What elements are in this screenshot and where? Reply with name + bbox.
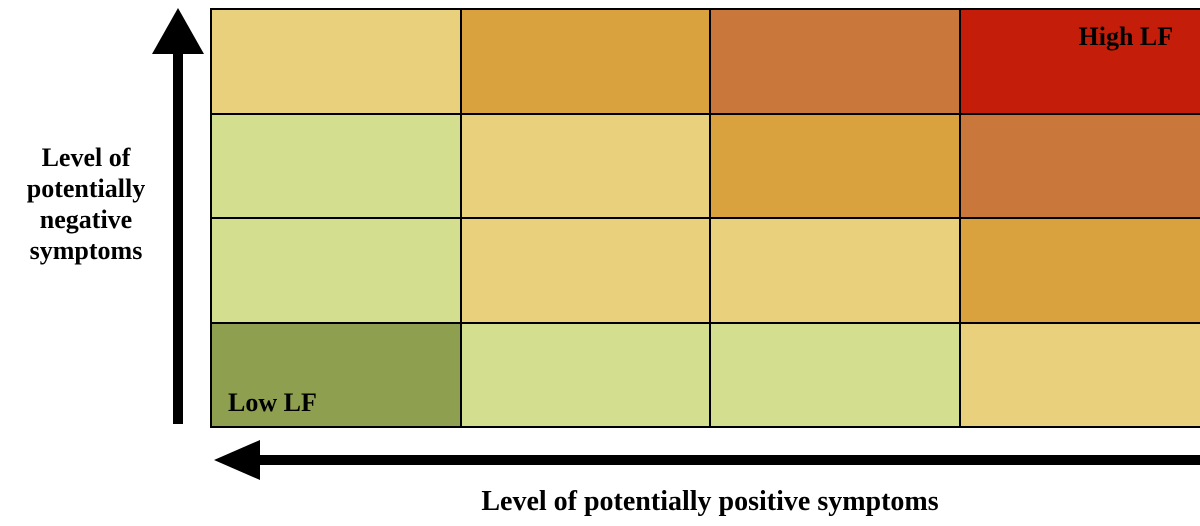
y-axis-label-line-1: Level of [41,143,131,172]
matrix-cell-r3-c2 [461,219,711,324]
low-lf-label: Low LF [228,388,317,417]
x-axis-label: Level of potentially positive symptoms [481,486,939,517]
matrix-cell-r2-c1 [212,114,462,219]
high-lf-label: High LF [1078,22,1174,51]
y-axis-label: Level of potentially negative symptoms [0,142,172,266]
y-axis-label-line-2: potentially [26,174,146,203]
matrix-cell-r1-c4: High LF [960,10,1200,115]
matrix-cell-r2-c4 [960,114,1200,219]
matrix-cell-r4-c1: Low LF [212,323,462,428]
matrix-cell-r4-c4 [960,323,1200,428]
matrix-cell-r3-c1 [212,219,462,324]
matrix-cell-r1-c3 [711,10,961,115]
matrix-cell-r2-c2 [461,114,711,219]
y-axis-label-line-3: negative [39,205,133,234]
matrix-cell-r2-c3 [711,114,961,219]
matrix-cell-r3-c4 [960,219,1200,324]
matrix-cell-r4-c3 [711,323,961,428]
risk-matrix-grid: High LF Low LF [210,8,1200,428]
matrix-cell-r1-c1 [212,10,462,115]
up-arrow-icon [152,8,204,424]
matrix-cell-r3-c3 [711,219,961,324]
matrix-cell-r4-c2 [461,323,711,428]
matrix-cell-r1-c2 [461,10,711,115]
left-arrow-icon [214,440,1200,480]
y-axis-label-line-4: symptoms [29,236,143,265]
